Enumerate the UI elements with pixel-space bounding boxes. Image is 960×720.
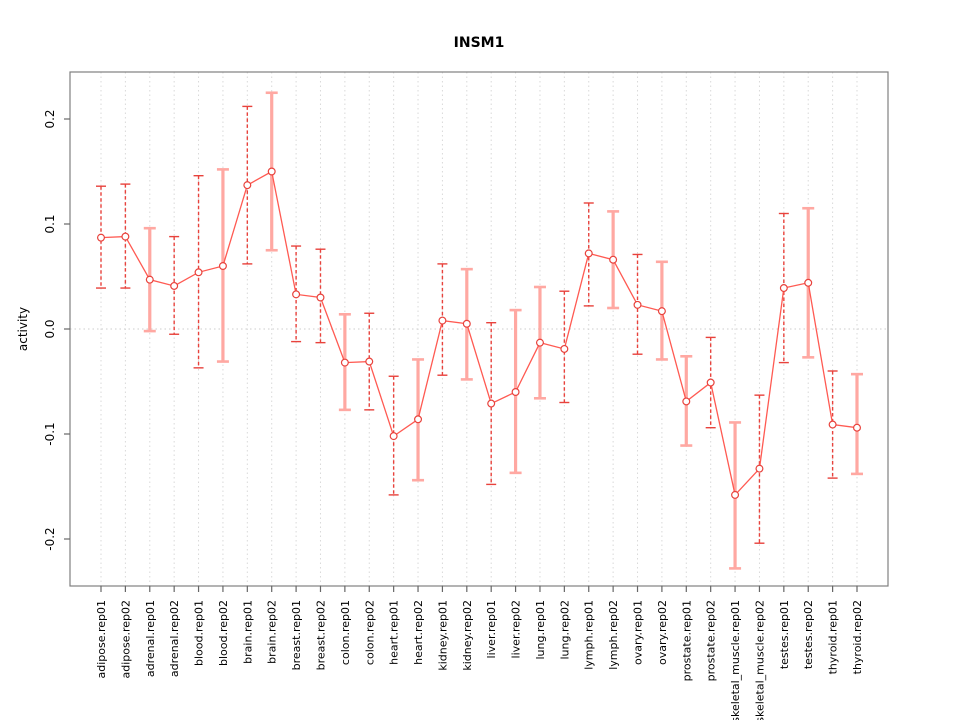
data-point xyxy=(804,278,813,287)
x-tick-label: thyroid.rep02 xyxy=(851,600,864,674)
x-tick-label: testes.rep01 xyxy=(778,600,791,669)
data-point xyxy=(633,300,642,309)
x-tick-label: blood.rep01 xyxy=(193,600,206,666)
x-tick-label: lung.rep01 xyxy=(534,600,547,660)
x-tick-label: lymph.rep01 xyxy=(583,600,596,670)
x-tick-label: ovary.rep01 xyxy=(632,600,645,665)
x-tick-label: brain.rep02 xyxy=(266,600,279,664)
series-line xyxy=(100,170,858,497)
data-point xyxy=(389,432,398,441)
x-tick-label: prostate.rep01 xyxy=(680,600,693,681)
data-point xyxy=(194,268,203,277)
data-point xyxy=(340,358,349,367)
data-point xyxy=(584,249,593,258)
data-point xyxy=(121,232,130,241)
x-tick-label: breast.rep01 xyxy=(290,600,303,670)
y-tick-label: -0.2 xyxy=(43,527,57,550)
data-point xyxy=(218,262,227,271)
data-point xyxy=(682,397,691,406)
plot-area: 0.2 0.1 0.0 -0.1 -0.2 adipose.rep01 adipose.re… xyxy=(43,71,889,720)
data-point xyxy=(316,293,325,302)
data-point xyxy=(267,167,276,176)
x-tick-label: adipose.rep02 xyxy=(119,600,132,679)
x-tick-label: adipose.rep01 xyxy=(95,600,108,679)
x-tick-label: heart.rep02 xyxy=(412,600,425,665)
x-tick-label: thyroid.rep01 xyxy=(827,600,840,674)
data-point xyxy=(535,338,544,347)
data-point xyxy=(96,233,105,242)
data-point xyxy=(511,388,520,397)
x-tick-label: kidney.rep02 xyxy=(461,600,474,671)
data-point xyxy=(560,344,569,353)
x-tick-label: lung.rep02 xyxy=(558,600,571,660)
x-tick-label: testes.rep02 xyxy=(802,600,815,669)
data-point xyxy=(243,181,252,190)
data-point xyxy=(438,316,447,325)
y-tick-label: 0.2 xyxy=(43,109,57,128)
x-tick-label: liver.rep02 xyxy=(510,600,523,658)
data-point xyxy=(414,415,423,424)
data-point xyxy=(487,399,496,408)
data-point xyxy=(755,464,764,473)
data-point xyxy=(145,275,154,284)
chart-title: INSM1 xyxy=(454,35,505,51)
data-point xyxy=(170,281,179,290)
x-tick-label: prostate.rep02 xyxy=(705,600,718,681)
y-tick-label: -0.1 xyxy=(43,422,57,445)
x-tick-label: liver.rep01 xyxy=(485,600,498,658)
x-tick-label: skeletal_muscle.rep01 xyxy=(729,600,742,720)
x-tick-label: lymph.rep02 xyxy=(607,600,620,670)
y-tick-label: 0.0 xyxy=(43,319,57,338)
x-tick-label: brain.rep01 xyxy=(241,600,254,664)
x-tick-label: blood.rep02 xyxy=(217,600,230,666)
data-point xyxy=(462,319,471,328)
x-tick-label: kidney.rep01 xyxy=(436,600,449,671)
x-tick-label: ovary.rep02 xyxy=(656,600,669,665)
data-point xyxy=(731,490,740,499)
data-point xyxy=(657,307,666,316)
x-tick-label: colon.rep01 xyxy=(339,600,352,665)
y-tick-label: 0.1 xyxy=(43,214,57,233)
x-tick-label: colon.rep02 xyxy=(363,600,376,665)
data-point xyxy=(706,378,715,387)
x-tick-label: adrenal.rep01 xyxy=(144,600,157,677)
data-point xyxy=(779,284,788,293)
y-axis-label: activity xyxy=(16,307,30,351)
x-tick-label: breast.rep02 xyxy=(314,600,327,670)
data-point xyxy=(609,255,618,264)
x-tick-label: skeletal_muscle.rep02 xyxy=(753,600,766,720)
data-point xyxy=(365,357,374,366)
data-point xyxy=(852,423,861,432)
data-point xyxy=(828,420,837,429)
data-point xyxy=(292,290,301,299)
x-tick-label: adrenal.rep02 xyxy=(168,600,181,677)
x-tick-label: heart.rep01 xyxy=(388,600,401,665)
